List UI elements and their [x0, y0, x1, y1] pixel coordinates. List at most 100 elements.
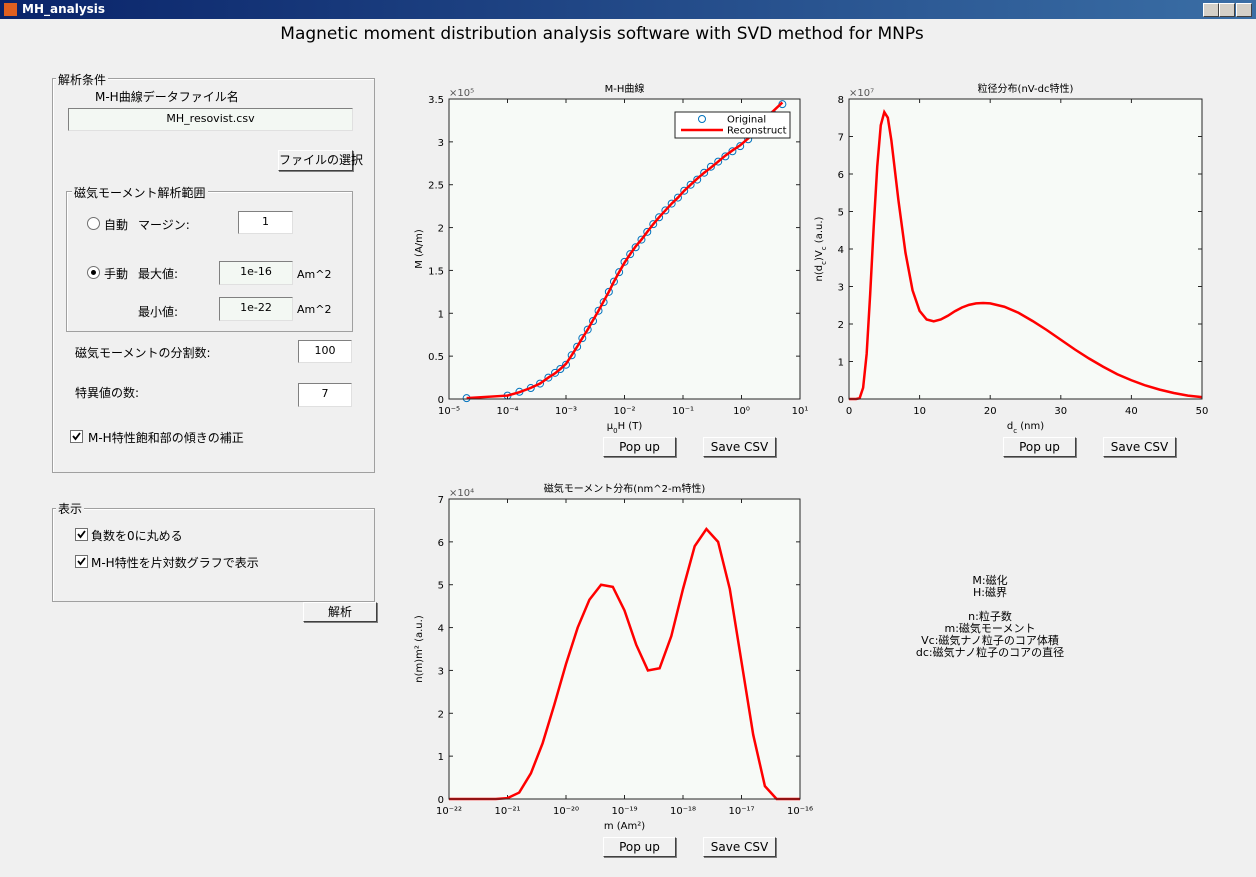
y-tick-label: 1: [438, 309, 444, 320]
note: M:磁化: [972, 574, 1008, 587]
label-part: c: [820, 261, 828, 265]
plot-button[interactable]: Save CSV: [703, 837, 776, 857]
note: H:磁界: [973, 586, 1007, 599]
close-button[interactable]: [1236, 3, 1252, 17]
divisions-field[interactable]: 100: [298, 340, 352, 363]
label-part: (a.u.): [814, 216, 825, 246]
label-part: H (T): [618, 421, 643, 432]
plot-button[interactable]: Save CSV: [703, 437, 776, 457]
range-panel: [66, 191, 353, 332]
plot-button[interactable]: Pop up: [603, 437, 676, 457]
x-tick-label: 10⁻²²: [436, 806, 462, 817]
data-point: [649, 220, 658, 229]
data-point: [637, 235, 646, 244]
x-tick-label: 10⁻²: [613, 406, 635, 417]
label-part: M (A/m): [414, 229, 425, 269]
round-checkbox[interactable]: [75, 528, 88, 541]
data-point: [599, 298, 608, 307]
data-point: [686, 180, 695, 189]
note: m:磁気モーメント: [944, 622, 1036, 635]
chart-title: 粒径分布(nV-dc特性): [978, 82, 1074, 95]
y-tick-label: 5: [438, 581, 444, 592]
app-title: Magnetic moment distribution analysis so…: [280, 24, 924, 44]
data-point: [562, 360, 570, 369]
label-part: d: [1007, 421, 1013, 432]
data-point: [661, 206, 670, 215]
check-mark: [72, 432, 81, 441]
plot-frame: [448, 98, 801, 400]
plot-frame: [448, 498, 801, 800]
checkbox-label: M-H特性を片対数グラフで表示: [91, 556, 259, 570]
field-label: 磁気モーメントの分割数:: [75, 346, 211, 360]
xlabel: m (Am²): [604, 821, 645, 832]
label-part: c: [1013, 427, 1017, 435]
y-tick-label: 2: [438, 224, 444, 235]
y-tick-label: 4: [438, 624, 444, 635]
plot-area: [449, 499, 800, 799]
data-point: [655, 213, 664, 222]
y-tick-label: 0: [838, 395, 844, 406]
maximize-button[interactable]: [1219, 3, 1235, 17]
y-tick-label: 3: [438, 138, 444, 149]
unit-label: Am^2: [297, 303, 332, 316]
y-exponent: ×10⁷: [849, 88, 874, 99]
min-field[interactable]: 1e-22: [219, 297, 293, 321]
file-name-field[interactable]: MH_resovist.csv: [68, 108, 353, 131]
x-tick-label: 10⁻⁴: [496, 406, 518, 417]
chart-title: M-H曲線: [605, 82, 645, 95]
plot-button[interactable]: Save CSV: [1103, 437, 1176, 457]
data-point: [615, 268, 624, 277]
data-point: [578, 334, 587, 343]
label-part: n(d: [814, 265, 825, 282]
sv-field[interactable]: 7: [298, 383, 352, 407]
data-point: [714, 157, 723, 166]
check-mark: [77, 557, 86, 566]
data-point: [673, 193, 682, 202]
y-tick-label: 6: [438, 538, 444, 549]
manual-radio[interactable]: [87, 266, 100, 279]
analyze-button[interactable]: 解析: [303, 602, 377, 622]
auto-radio[interactable]: [87, 217, 100, 230]
data-point: [604, 287, 613, 296]
plot-button[interactable]: Pop up: [603, 837, 676, 857]
select-file-button[interactable]: ファイルの選択: [278, 150, 363, 171]
y-tick-label: 3: [838, 283, 844, 294]
plot-area: [849, 99, 1202, 399]
x-tick-label: 10⁻¹⁹: [611, 806, 637, 817]
minimize-button[interactable]: [1203, 3, 1219, 17]
x-tick-label: 10¹: [792, 406, 809, 417]
x-tick-label: 10⁻¹: [672, 406, 694, 417]
data-point: [631, 243, 640, 252]
data-point: [626, 250, 635, 259]
x-tick-label: 50: [1196, 406, 1209, 417]
conditions-panel: [52, 78, 375, 473]
legend-box: [674, 111, 791, 139]
semilog-checkbox[interactable]: [75, 555, 88, 568]
checkbox-label: M-H特性飽和部の傾きの補正: [88, 431, 244, 445]
window-title: MH_analysis: [22, 2, 106, 16]
display-panel: [52, 508, 375, 602]
y-tick-label: 1: [838, 358, 844, 369]
checkbox-label: 負数を0に丸める: [91, 529, 183, 543]
title-bar: MH_analysis: [0, 0, 1256, 19]
ylabel: M (A/m): [414, 229, 425, 269]
data-line: [849, 109, 1203, 401]
x-tick-label: 10⁻¹⁸: [670, 806, 696, 817]
plot-button[interactable]: Pop up: [1003, 437, 1076, 457]
field-label: 最小値:: [138, 305, 179, 319]
y-tick-label: 6: [838, 170, 844, 181]
max-field[interactable]: 1e-16: [219, 261, 293, 285]
data-point: [609, 277, 618, 286]
x-tick-label: 40: [1125, 406, 1138, 417]
ylabel: n(dc)Vc (a.u.): [814, 216, 828, 281]
margin-field[interactable]: 1: [238, 211, 293, 234]
x-tick-label: 10⁻²⁰: [553, 806, 579, 817]
data-point: [551, 368, 560, 377]
y-exponent: ×10⁴: [449, 488, 474, 499]
correction-checkbox[interactable]: [70, 430, 83, 443]
ylabel: n(m)m² (a.u.): [414, 615, 425, 683]
chart-title: 磁気モーメント分布(nm^2-m特性): [544, 482, 706, 495]
field-label: 特異値の数:: [75, 386, 140, 400]
file-label: M-H曲線データファイル名: [95, 90, 239, 104]
